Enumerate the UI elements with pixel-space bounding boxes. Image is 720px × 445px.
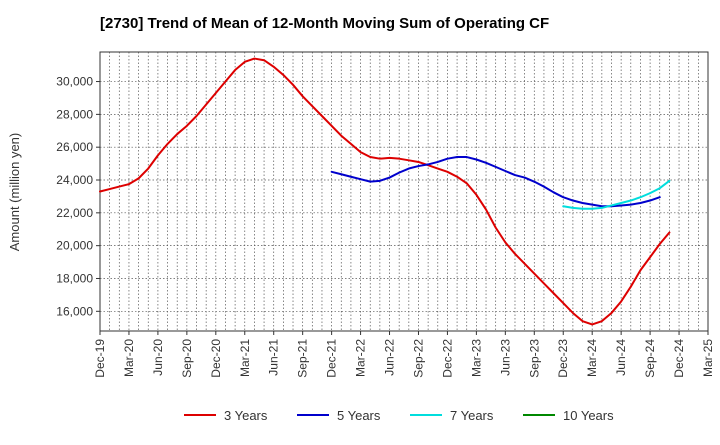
x-tick-label: Dec-23 [556,339,570,378]
x-tick-label: Jun-20 [151,339,165,376]
x-tick-label: Jun-24 [614,339,628,376]
series-line-7-years [562,179,671,210]
x-tick-label: Jun-23 [498,339,512,376]
x-tick-label: Sep-23 [527,339,541,378]
legend-label: 10 Years [563,408,614,423]
x-tick-label: Jun-22 [383,339,397,376]
series-line-3-years [99,57,671,326]
x-tick-label: Mar-23 [469,339,483,377]
y-tick-label: 18,000 [56,271,93,285]
x-tick-label: Sep-24 [643,339,657,378]
x-tick-label: Jun-21 [267,339,281,376]
x-tick-label: Dec-22 [440,339,454,378]
y-tick-label: 30,000 [56,75,93,89]
y-tick-label: 24,000 [56,173,93,187]
x-tick-label: Dec-20 [209,339,223,378]
x-tick-label: Sep-20 [180,339,194,378]
y-axis: 16,000 18,000 20,000 22,000 24,000 26,000 28,0… [56,75,100,318]
y-tick-label: 22,000 [56,206,93,220]
y-tick-label: 16,000 [56,304,93,318]
x-tick-label: Dec-24 [672,339,686,378]
x-tick-label: Mar-21 [238,339,252,377]
series-layer [99,57,671,326]
legend-label: 3 Years [224,408,268,423]
plot-frame [99,51,709,332]
x-tick-label: Mar-20 [122,339,136,377]
x-axis: Dec-19 Mar-20 Jun-20 Sep-20 Dec-20 Mar-21 Jun-… [93,331,715,378]
legend-label: 7 Years [450,408,494,423]
legend: 3 Years 5 Years 7 Years 10 Years [184,408,614,423]
x-tick-label: Sep-22 [411,339,425,378]
x-tick-label: Dec-21 [325,339,339,378]
grid [100,52,708,331]
x-tick-label: Mar-25 [701,339,715,377]
chart-title: [2730] Trend of Mean of 12-Month Moving … [100,15,549,32]
x-tick-label: Dec-19 [93,339,107,378]
legend-label: 5 Years [337,408,381,423]
y-tick-label: 26,000 [56,140,93,154]
x-tick-label: Mar-24 [585,339,599,377]
y-axis-label: Amount (million yen) [7,133,22,252]
x-tick-label: Mar-22 [354,339,368,377]
y-tick-label: 28,000 [56,107,93,121]
x-tick-label: Sep-21 [296,339,310,378]
y-tick-label: 20,000 [56,239,93,253]
